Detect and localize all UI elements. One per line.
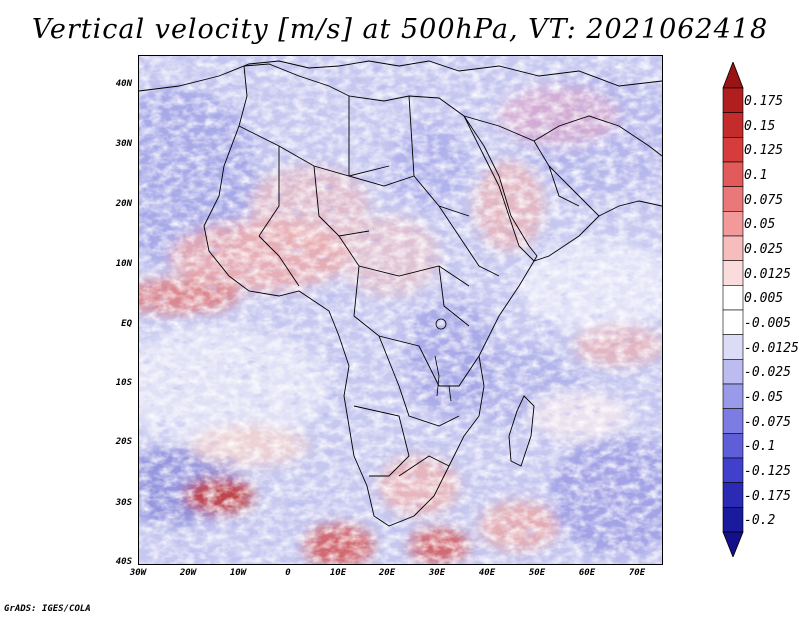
colorbar-segment <box>722 433 744 459</box>
colorbar <box>722 62 744 557</box>
lat-label-30s: 30S <box>115 498 132 508</box>
lat-label-10s: 10S <box>115 378 132 388</box>
colorbar-segment <box>722 383 744 409</box>
colorbar-label: -0.1 <box>744 439 776 455</box>
colorbar-segment <box>722 235 744 261</box>
lat-label-20s: 20S <box>115 437 132 447</box>
colorbar-top-arrow <box>722 62 744 89</box>
colorbar-segment <box>722 260 744 286</box>
colorbar-label: 0.025 <box>744 242 784 257</box>
colorbar-label: -0.005 <box>744 316 791 331</box>
lon-label-60e: 60E <box>578 568 596 578</box>
lon-label-40e: 40E <box>478 568 496 578</box>
lat-label-40s: 40S <box>115 557 132 567</box>
country-boundaries <box>139 60 662 527</box>
field-texture-blue <box>139 56 662 564</box>
colorbar-label: -0.025 <box>744 365 791 381</box>
colorbar-label: 0.175 <box>744 94 784 109</box>
colorbar-segment <box>722 186 744 212</box>
colorbar-label: 0.1 <box>744 168 768 183</box>
colorbar-label: 0.15 <box>744 118 776 134</box>
colorbar-label: -0.05 <box>744 390 784 405</box>
colorbar-segment <box>722 359 744 385</box>
lakes <box>434 318 452 402</box>
colorbar-label: 0.005 <box>744 291 784 307</box>
colorbar-label: -0.075 <box>744 414 791 430</box>
lat-label-30n: 30N <box>115 139 132 149</box>
colorbar-label: -0.0125 <box>744 340 799 356</box>
lat-label-10n: 10N <box>115 259 132 269</box>
colorbar-segment <box>722 334 744 360</box>
colorbar-segment <box>722 285 744 311</box>
lat-label-40n: 40N <box>115 79 132 89</box>
lon-label-30e: 30E <box>428 568 446 578</box>
lon-label-10e: 10E <box>329 568 347 578</box>
colorbar-label: 0.125 <box>744 143 784 159</box>
lon-label-20w: 20W <box>179 568 197 578</box>
colorbar-segment <box>722 211 744 237</box>
map-title: Vertical velocity [m/s] at 500hPa, VT: 2… <box>31 14 769 45</box>
lat-label-20n: 20N <box>115 199 132 209</box>
colorbar-segment <box>722 507 744 533</box>
colorbar-segment <box>722 309 744 335</box>
lon-label-10w: 10W <box>229 568 247 578</box>
colorbar-label: -0.125 <box>744 464 791 479</box>
colorbar-segment <box>722 482 744 508</box>
colorbar-segment <box>722 161 744 187</box>
colorbar-segment <box>722 112 744 138</box>
colorbar-segment <box>722 137 744 163</box>
colorbar-label: -0.175 <box>744 488 791 504</box>
colorbar-segment <box>722 457 744 483</box>
lon-label-70e: 70E <box>628 568 646 578</box>
colorbar-label: 0.05 <box>744 217 776 233</box>
colorbar-segment <box>722 87 744 113</box>
colorbar-label: -0.2 <box>744 513 776 529</box>
colorbar-segment <box>722 408 744 434</box>
lat-label-eq: EQ <box>121 319 132 329</box>
lon-label-20e: 20E <box>378 568 396 578</box>
map-panel <box>138 55 663 565</box>
colorbar-label: 0.0125 <box>744 266 791 282</box>
lon-label-50e: 50E <box>528 568 546 578</box>
grads-credit: GrADS: IGES/COLA <box>4 604 91 614</box>
colorbar-label: 0.075 <box>744 192 784 208</box>
colorbar-bottom-arrow <box>722 531 744 557</box>
vertical-velocity-field <box>139 56 662 564</box>
lon-label-0: 0 <box>285 568 291 578</box>
lon-label-30w: 30W <box>129 568 147 578</box>
